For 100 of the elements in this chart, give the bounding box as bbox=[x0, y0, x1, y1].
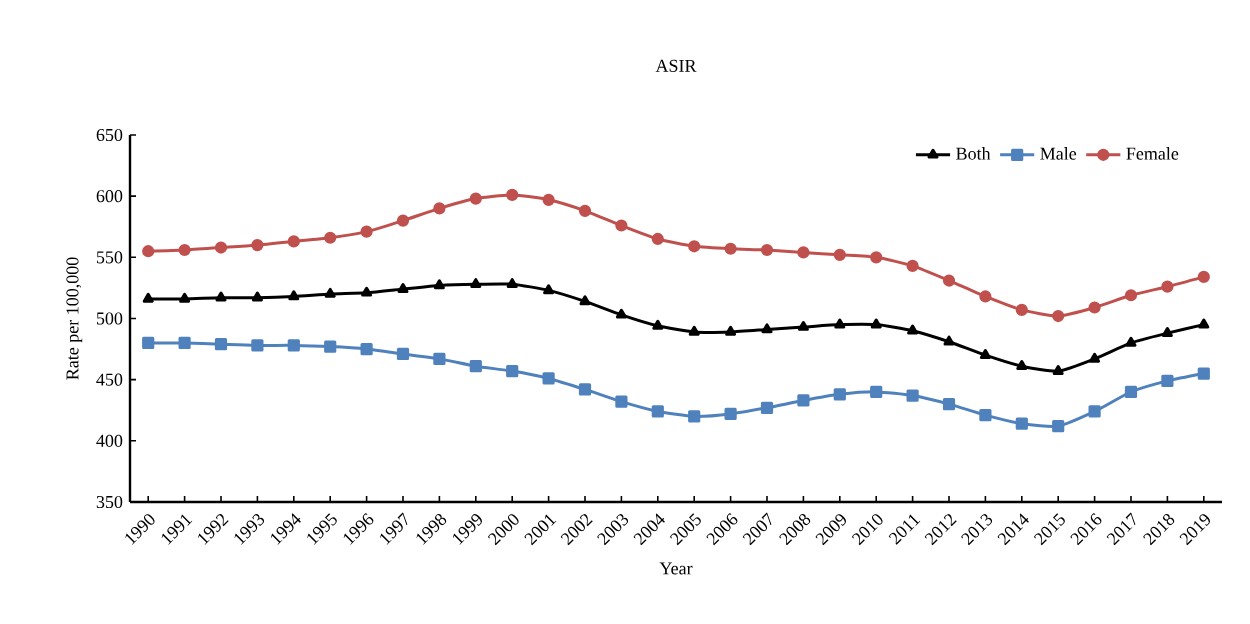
point bbox=[1089, 352, 1101, 363]
point bbox=[760, 243, 774, 257]
x-axis-title: Year bbox=[659, 562, 693, 575]
point bbox=[797, 246, 810, 259]
point bbox=[1015, 303, 1028, 317]
y-axis-title: Rate per 100,000 bbox=[66, 257, 83, 380]
point bbox=[470, 278, 482, 289]
point bbox=[979, 290, 992, 303]
point bbox=[579, 295, 591, 306]
point bbox=[469, 192, 482, 205]
point bbox=[942, 398, 956, 411]
point bbox=[215, 291, 227, 302]
point bbox=[979, 349, 991, 359]
point bbox=[506, 188, 519, 202]
point bbox=[142, 292, 154, 303]
point bbox=[1052, 364, 1064, 375]
point bbox=[251, 238, 264, 252]
point bbox=[469, 360, 482, 373]
point bbox=[870, 318, 882, 329]
point bbox=[1125, 336, 1137, 347]
point bbox=[360, 342, 373, 356]
point bbox=[1197, 367, 1210, 380]
point bbox=[1052, 309, 1065, 323]
point bbox=[833, 388, 846, 401]
point bbox=[797, 320, 809, 331]
point bbox=[1161, 327, 1173, 337]
point bbox=[1015, 417, 1028, 430]
y-tick-label: 600 bbox=[96, 190, 123, 203]
point bbox=[324, 231, 337, 244]
point bbox=[1161, 374, 1174, 387]
point bbox=[870, 251, 883, 264]
point bbox=[1124, 289, 1138, 302]
point bbox=[542, 372, 555, 385]
point bbox=[506, 278, 518, 289]
point bbox=[652, 319, 664, 330]
point bbox=[433, 202, 446, 215]
point bbox=[1197, 270, 1210, 283]
point bbox=[214, 241, 228, 254]
point bbox=[251, 339, 264, 352]
point bbox=[760, 401, 774, 414]
point bbox=[724, 407, 737, 420]
point bbox=[688, 325, 700, 336]
point bbox=[542, 193, 555, 206]
point bbox=[288, 290, 300, 301]
chart-title: ASIR bbox=[655, 59, 697, 72]
point bbox=[615, 395, 628, 408]
point bbox=[397, 283, 409, 293]
point bbox=[906, 389, 919, 402]
point bbox=[688, 240, 701, 253]
point bbox=[578, 204, 592, 217]
point bbox=[1161, 280, 1174, 293]
point bbox=[396, 347, 410, 361]
point bbox=[797, 394, 810, 407]
point bbox=[396, 214, 410, 227]
point bbox=[1088, 301, 1101, 314]
point bbox=[1198, 318, 1210, 329]
y-tick-label: 550 bbox=[96, 251, 123, 264]
point bbox=[615, 308, 627, 319]
point bbox=[943, 335, 955, 346]
point bbox=[179, 292, 191, 303]
legend-label: Both bbox=[956, 147, 991, 160]
legend-label: Female bbox=[1126, 147, 1179, 160]
point bbox=[433, 279, 445, 290]
point bbox=[433, 352, 446, 365]
point bbox=[360, 225, 373, 238]
point bbox=[361, 286, 373, 297]
point bbox=[142, 336, 155, 350]
legend-label: Male bbox=[1040, 147, 1077, 160]
point bbox=[615, 219, 628, 232]
point bbox=[651, 232, 664, 246]
point bbox=[979, 409, 992, 422]
point bbox=[251, 291, 263, 302]
y-tick-label: 400 bbox=[96, 434, 123, 447]
point bbox=[142, 245, 155, 258]
point bbox=[724, 242, 737, 255]
point bbox=[833, 248, 846, 261]
point bbox=[178, 243, 191, 257]
point bbox=[287, 339, 300, 352]
y-tick-label: 450 bbox=[96, 373, 123, 386]
point bbox=[287, 235, 300, 248]
point bbox=[543, 284, 555, 295]
point bbox=[1016, 360, 1028, 370]
y-tick-label: 500 bbox=[96, 312, 123, 325]
point bbox=[506, 364, 519, 378]
point bbox=[942, 274, 956, 287]
point bbox=[1052, 420, 1065, 433]
point bbox=[725, 325, 737, 336]
y-tick-label: 350 bbox=[96, 495, 123, 509]
point bbox=[651, 405, 664, 418]
point bbox=[1088, 405, 1101, 418]
point bbox=[178, 336, 191, 350]
point bbox=[834, 318, 846, 329]
point bbox=[907, 324, 919, 335]
point bbox=[214, 338, 228, 351]
point bbox=[688, 410, 701, 423]
point bbox=[906, 259, 919, 272]
y-tick-label: 650 bbox=[96, 128, 123, 142]
point bbox=[761, 323, 773, 334]
point bbox=[870, 385, 883, 398]
point bbox=[578, 383, 592, 396]
